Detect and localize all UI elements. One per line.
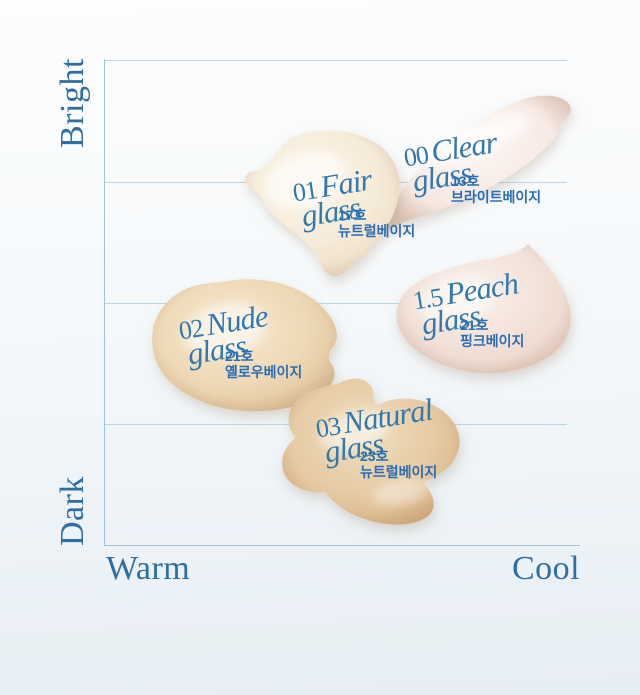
gridline xyxy=(104,60,567,61)
swatch-clear-glass xyxy=(386,95,571,229)
shade-tone-korean: 뉴트럴베이지 xyxy=(338,223,416,239)
shade-code: 23호 xyxy=(360,448,389,464)
shade-tone-korean: 브라이트베이지 xyxy=(451,189,542,205)
gridline xyxy=(104,303,567,304)
label-clear-glass: 00 Clear glass 13호 브라이트베이지 xyxy=(401,124,541,205)
shade-code: 13호 xyxy=(451,173,480,189)
shade-tone-korean: 뉴트럴베이지 xyxy=(360,464,438,480)
y-axis-line xyxy=(104,59,105,546)
axis-label-bright: Bright xyxy=(54,58,91,148)
shade-tone-korean: 옐로우베이지 xyxy=(225,364,303,380)
shade-code: 17호 xyxy=(338,207,367,223)
label-natural-glass: 03 Natural glass 23호 뉴트럴베이지 xyxy=(313,392,437,480)
swatch-natural-glass xyxy=(282,378,460,525)
label-peach-glass: 1.5 Peach glass 21호 핑크베이지 xyxy=(410,265,525,349)
shade-code: 21호 xyxy=(225,348,254,364)
axis-label-dark: Dark xyxy=(54,476,91,546)
swatch-nude-glass xyxy=(152,279,337,412)
axis-label-warm: Warm xyxy=(106,550,191,587)
shade-tone: 23호 뉴트럴베이지 xyxy=(360,448,437,480)
axis-label-cool: Cool xyxy=(512,550,581,587)
label-nude-glass: 02 Nude glass 21호 옐로우베이지 xyxy=(176,298,302,380)
shade-tone: 21호 옐로우베이지 xyxy=(225,348,302,380)
x-axis-line xyxy=(104,545,580,546)
shade-tone-korean: 핑크베이지 xyxy=(460,333,525,349)
label-fair-glass: 01 Fair glass 17호 뉴트럴베이지 xyxy=(290,162,415,239)
shade-tone: 21호 핑크베이지 xyxy=(460,317,524,349)
swatch-fair-glass xyxy=(245,130,400,277)
swatch-peach-glass xyxy=(396,244,571,374)
shade-tone: 13호 브라이트베이지 xyxy=(451,173,541,205)
shade-tone: 17호 뉴트럴베이지 xyxy=(338,207,415,239)
shade-code: 21호 xyxy=(460,317,489,333)
